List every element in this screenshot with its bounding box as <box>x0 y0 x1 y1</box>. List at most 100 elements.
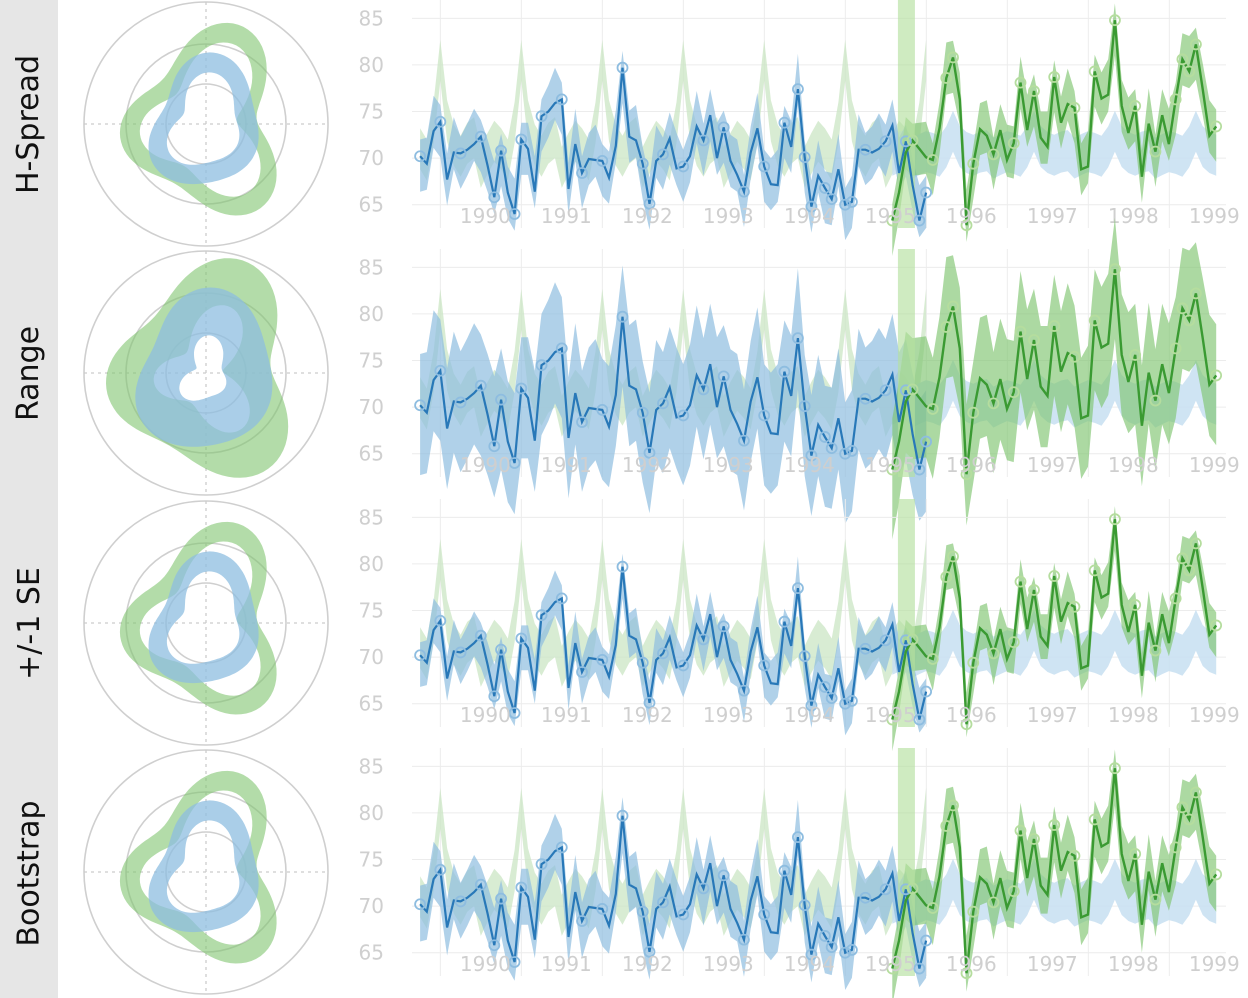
history-point <box>859 143 872 156</box>
history-point <box>846 445 858 457</box>
x-tick-label: 1999 <box>1189 952 1240 976</box>
forecast-point <box>940 571 953 583</box>
history-point <box>596 654 609 666</box>
history-point <box>798 899 811 912</box>
x-tick-label: 1994 <box>784 952 835 976</box>
history-point <box>805 699 818 712</box>
history-point <box>596 155 609 167</box>
history-point <box>819 681 831 693</box>
y-tick-label: 80 <box>359 53 384 77</box>
history-point <box>819 182 831 194</box>
forecast-point <box>1149 145 1162 158</box>
history-point <box>616 61 629 74</box>
history-point <box>819 431 831 443</box>
history-point <box>515 632 528 645</box>
x-tick-label: 1998 <box>1108 703 1159 727</box>
forecast-point <box>1149 893 1162 906</box>
forecast-point <box>940 321 953 333</box>
forecast-point <box>967 406 980 419</box>
forecast-point <box>1048 819 1061 831</box>
x-tick-label: 1999 <box>1189 703 1240 727</box>
history-point <box>495 144 507 157</box>
y-tick-label: 65 <box>359 941 384 965</box>
x-tick-label: 1996 <box>946 952 997 976</box>
history-uncertainty-band <box>420 265 927 524</box>
forecast-point <box>1088 813 1101 826</box>
history-point <box>515 881 528 894</box>
forecast-point <box>1176 302 1189 315</box>
history-series-line <box>419 67 928 221</box>
history-point <box>643 197 656 210</box>
y-tick-label: 80 <box>359 552 384 576</box>
history-point <box>434 115 447 128</box>
time-series-panel: 65 70 75 80 85 1990 1991 1992 1993 1994 1995 1996 19… <box>359 499 1240 752</box>
history-point <box>474 878 487 891</box>
history-point <box>454 396 467 409</box>
history-point <box>879 135 892 148</box>
x-tick-label: 1990 <box>460 703 511 727</box>
forecast-point <box>967 656 980 669</box>
history-point <box>454 646 467 659</box>
forecast-point <box>1183 564 1196 577</box>
y-tick-label: 80 <box>359 302 384 326</box>
history-point <box>636 406 649 419</box>
history-point <box>792 332 804 345</box>
history-point <box>859 642 872 655</box>
forecast-point <box>1169 592 1182 605</box>
history-point <box>636 157 649 170</box>
history-point <box>792 582 804 595</box>
time-series-panel: 65 70 75 80 85 1990 1991 1992 1993 1994 1995 1996 19… <box>359 217 1240 540</box>
x-tick-label: 1994 <box>784 453 835 477</box>
history-point <box>508 707 521 719</box>
forecast-point <box>1068 849 1081 862</box>
history-point <box>576 915 588 927</box>
forecast-point <box>1129 848 1142 860</box>
history-point <box>535 609 548 622</box>
x-tick-label: 1995 <box>865 453 916 477</box>
history-point <box>913 214 926 227</box>
y-tick-label: 65 <box>359 442 384 466</box>
forecast-point <box>987 397 1000 410</box>
forecast-uncertainty-band <box>892 217 1217 540</box>
x-tick-label: 1994 <box>784 204 835 228</box>
history-point <box>920 685 933 698</box>
time-series-panel: 65 70 75 80 85 1990 1991 1992 1993 1994 1995 1996 19… <box>359 0 1240 257</box>
history-point <box>474 130 487 143</box>
history-point <box>839 447 852 460</box>
forecast-start-marker <box>897 748 915 976</box>
forecast-point <box>1048 320 1061 332</box>
forecast-point <box>906 633 919 646</box>
forecast-point <box>886 463 899 476</box>
forecast-point <box>1149 644 1162 657</box>
history-point <box>798 151 811 164</box>
history-point <box>495 393 507 406</box>
forecast-point <box>1088 314 1101 327</box>
y-tick-label: 85 <box>359 505 384 529</box>
history-point <box>859 392 872 405</box>
y-tick-label: 75 <box>359 848 384 872</box>
history-point <box>798 400 811 413</box>
forecast-point <box>1048 71 1061 83</box>
forecast-start-marker <box>897 499 915 727</box>
history-point <box>879 384 892 397</box>
forecast-uncertainty-band <box>892 3 1217 257</box>
forecast-point <box>1149 394 1162 407</box>
history-point <box>697 383 710 396</box>
x-tick-label: 1998 <box>1108 453 1159 477</box>
history-point <box>839 697 852 710</box>
x-tick-label: 1997 <box>1027 703 1078 727</box>
forecast-point <box>1068 350 1081 363</box>
history-point <box>657 896 669 909</box>
history-point <box>778 365 791 378</box>
history-point <box>643 696 656 709</box>
forecast-point <box>1169 93 1182 106</box>
history-point <box>474 629 487 642</box>
forecast-point <box>1028 833 1040 845</box>
forecast-point <box>1190 38 1202 51</box>
forecast-uncertainty-band <box>892 506 1217 752</box>
polar-panel <box>83 749 329 995</box>
forecast-point <box>926 154 939 166</box>
history-point <box>825 692 838 705</box>
x-tick-label: 1992 <box>622 703 673 727</box>
forecast-point <box>1129 100 1142 112</box>
